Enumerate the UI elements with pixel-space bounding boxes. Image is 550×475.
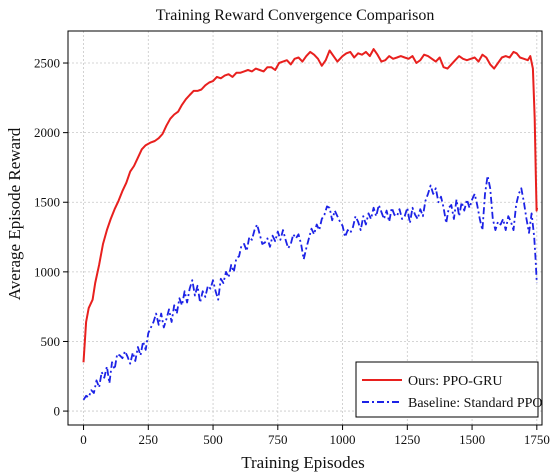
x-tick-label: 500	[203, 432, 223, 447]
legend: Ours: PPO-GRU Baseline: Standard PPO	[355, 361, 543, 418]
y-tick-label: 0	[54, 404, 61, 419]
x-tick-label: 750	[268, 432, 288, 447]
y-tick-label: 1000	[34, 264, 60, 279]
x-axis-label: Training Episodes	[241, 453, 365, 472]
x-tick-label: 1750	[524, 432, 550, 447]
x-tick-label: 1000	[330, 432, 356, 447]
y-tick-label: 2000	[34, 125, 60, 140]
x-tick-label: 1250	[394, 432, 420, 447]
legend-label-ours: Ours: PPO-GRU	[408, 374, 503, 389]
x-tick-label: 1500	[459, 432, 485, 447]
y-tick-label: 2500	[34, 56, 60, 71]
series-lines	[82, 48, 539, 401]
x-tick-label: 250	[139, 432, 159, 447]
y-tick-label: 500	[41, 334, 61, 349]
series-line-baseline	[82, 174, 538, 401]
y-tick-label: 1500	[34, 195, 60, 210]
plot-frame	[67, 30, 543, 426]
axis-ticks: 0 250 500 750 1000 1250 1500 1750 0 500 1000 1500 20…	[34, 56, 550, 447]
x-tick-label: 0	[80, 432, 87, 447]
series-line-ours	[82, 48, 539, 363]
legend-label-baseline: Baseline: Standard PPO	[408, 396, 543, 411]
y-axis-label: Average Episode Reward	[5, 127, 24, 300]
grid	[68, 31, 542, 425]
legend-box	[355, 361, 539, 418]
chart-title: Training Reward Convergence Comparison	[156, 7, 435, 24]
